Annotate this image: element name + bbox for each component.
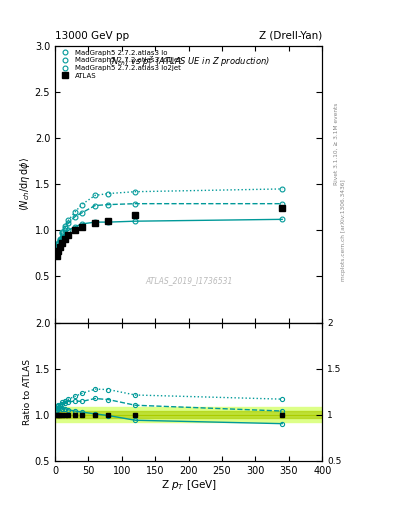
Y-axis label: Ratio to ATLAS: Ratio to ATLAS	[23, 359, 32, 424]
Text: $\langle N_{ch}\rangle$ vs $p_T^Z$ (ATLAS UE in Z production): $\langle N_{ch}\rangle$ vs $p_T^Z$ (ATLA…	[108, 54, 270, 69]
MadGraph5 2.7.2.atlas3 lo2jet	[79, 202, 84, 208]
MadGraph5 2.7.2.atlas3 lo2jet	[93, 193, 97, 199]
MadGraph5 2.7.2.atlas3 lo1jet	[58, 237, 62, 243]
Bar	[55, 411, 322, 418]
ATLAS	[79, 224, 84, 230]
MadGraph5 2.7.2.atlas3 lo	[73, 224, 77, 230]
MadGraph5 2.7.2.atlas3 lo2jet	[59, 229, 64, 236]
ATLAS	[56, 248, 61, 254]
MadGraph5 2.7.2.atlas3 lo	[66, 227, 71, 233]
MadGraph5 2.7.2.atlas3 lo	[59, 234, 64, 241]
Text: mcplots.cern.ch [arXiv:1306.3436]: mcplots.cern.ch [arXiv:1306.3436]	[342, 180, 346, 281]
MadGraph5 2.7.2.atlas3 lo2jet	[54, 248, 59, 254]
Y-axis label: $\langle N_\mathit{ch}/\mathrm{d}\eta\,\mathrm{d}\phi\rangle$: $\langle N_\mathit{ch}/\mathrm{d}\eta\,\…	[18, 157, 32, 211]
MadGraph5 2.7.2.atlas3 lo2jet	[133, 188, 138, 195]
MadGraph5 2.7.2.atlas3 lo2jet	[58, 236, 62, 242]
MadGraph5 2.7.2.atlas3 lo1jet	[66, 220, 71, 226]
MadGraph5 2.7.2.atlas3 lo	[54, 249, 59, 255]
ATLAS	[58, 244, 62, 250]
Legend: MadGraph5 2.7.2.atlas3 lo, MadGraph5 2.7.2.atlas3 lo1jet, MadGraph5 2.7.2.atlas3: MadGraph5 2.7.2.atlas3 lo, MadGraph5 2.7…	[57, 48, 182, 80]
Line: ATLAS: ATLAS	[54, 205, 285, 259]
MadGraph5 2.7.2.atlas3 lo2jet	[73, 209, 77, 215]
MadGraph5 2.7.2.atlas3 lo	[280, 216, 285, 222]
X-axis label: Z $p_T$ [GeV]: Z $p_T$ [GeV]	[161, 478, 217, 493]
MadGraph5 2.7.2.atlas3 lo1jet	[56, 241, 61, 247]
ATLAS	[73, 227, 77, 233]
MadGraph5 2.7.2.atlas3 lo	[79, 221, 84, 227]
ATLAS	[66, 232, 71, 238]
Line: MadGraph5 2.7.2.atlas3 lo: MadGraph5 2.7.2.atlas3 lo	[54, 217, 285, 255]
MadGraph5 2.7.2.atlas3 lo	[63, 230, 68, 236]
MadGraph5 2.7.2.atlas3 lo	[133, 218, 138, 224]
MadGraph5 2.7.2.atlas3 lo2jet	[56, 240, 61, 246]
Text: Z (Drell-Yan): Z (Drell-Yan)	[259, 31, 322, 40]
ATLAS	[133, 211, 138, 218]
MadGraph5 2.7.2.atlas3 lo1jet	[54, 248, 59, 254]
MadGraph5 2.7.2.atlas3 lo2jet	[66, 217, 71, 223]
ATLAS	[106, 218, 111, 224]
MadGraph5 2.7.2.atlas3 lo	[106, 219, 111, 225]
MadGraph5 2.7.2.atlas3 lo1jet	[106, 202, 111, 208]
Text: Rivet 3.1.10, ≥ 3.1M events: Rivet 3.1.10, ≥ 3.1M events	[334, 102, 338, 184]
MadGraph5 2.7.2.atlas3 lo1jet	[73, 214, 77, 220]
ATLAS	[54, 253, 59, 259]
Line: MadGraph5 2.7.2.atlas3 lo2jet: MadGraph5 2.7.2.atlas3 lo2jet	[54, 186, 285, 254]
MadGraph5 2.7.2.atlas3 lo1jet	[63, 225, 68, 231]
Text: 13000 GeV pp: 13000 GeV pp	[55, 31, 129, 40]
Line: MadGraph5 2.7.2.atlas3 lo1jet: MadGraph5 2.7.2.atlas3 lo1jet	[54, 201, 285, 254]
ATLAS	[63, 236, 68, 242]
MadGraph5 2.7.2.atlas3 lo2jet	[280, 186, 285, 192]
MadGraph5 2.7.2.atlas3 lo	[56, 243, 61, 249]
Bar	[55, 408, 322, 422]
Text: ATLAS_2019_I1736531: ATLAS_2019_I1736531	[145, 276, 232, 286]
ATLAS	[59, 240, 64, 246]
MadGraph5 2.7.2.atlas3 lo1jet	[133, 201, 138, 207]
MadGraph5 2.7.2.atlas3 lo1jet	[79, 210, 84, 216]
MadGraph5 2.7.2.atlas3 lo1jet	[280, 201, 285, 207]
ATLAS	[280, 205, 285, 211]
MadGraph5 2.7.2.atlas3 lo2jet	[63, 223, 68, 229]
ATLAS	[93, 220, 97, 226]
MadGraph5 2.7.2.atlas3 lo1jet	[59, 230, 64, 236]
MadGraph5 2.7.2.atlas3 lo	[58, 239, 62, 245]
MadGraph5 2.7.2.atlas3 lo	[93, 219, 97, 225]
MadGraph5 2.7.2.atlas3 lo1jet	[93, 202, 97, 208]
MadGraph5 2.7.2.atlas3 lo2jet	[106, 190, 111, 197]
